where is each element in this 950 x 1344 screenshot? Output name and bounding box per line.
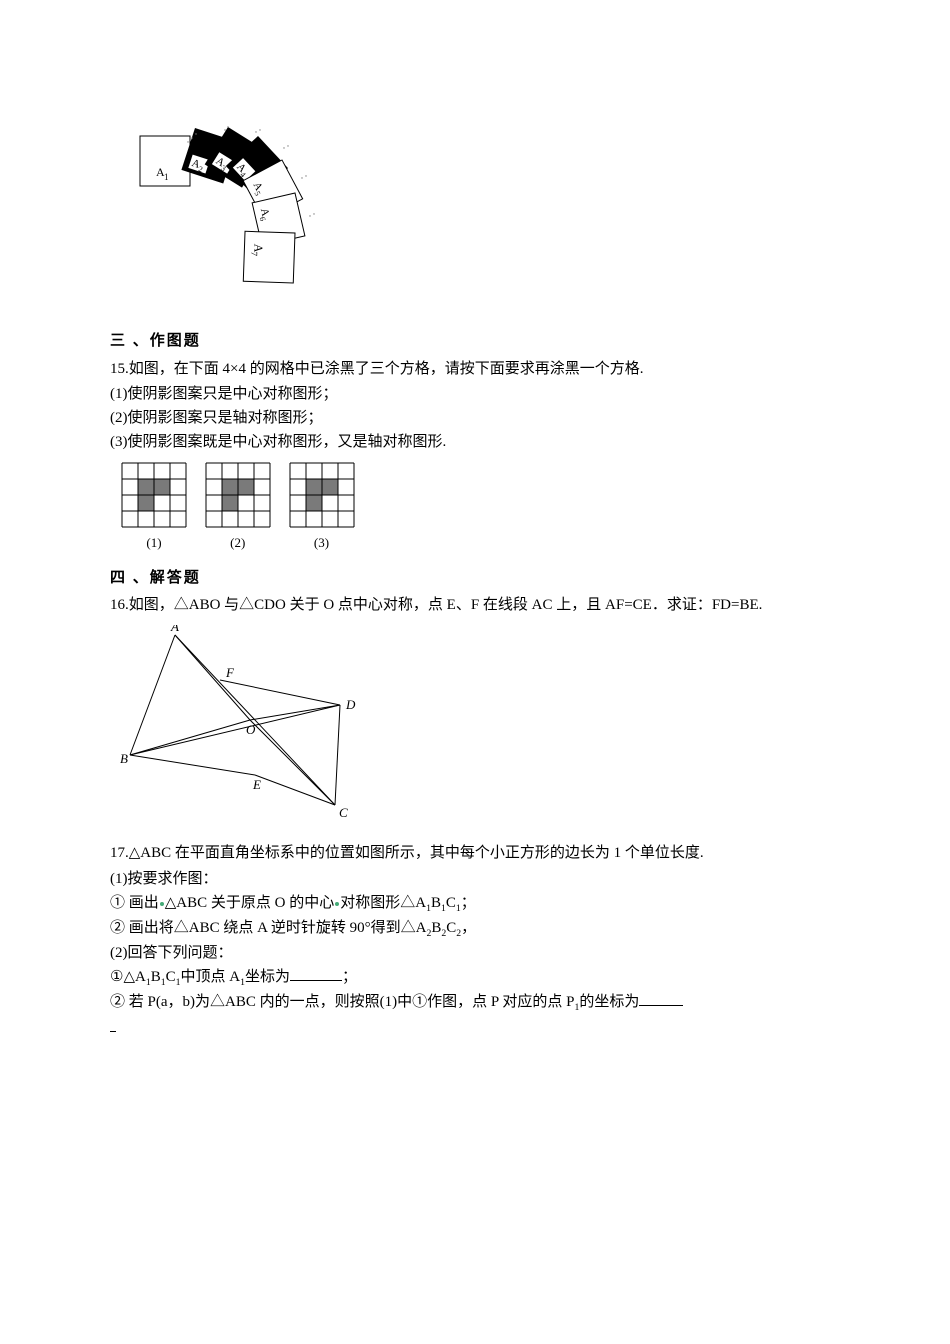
problem-17-q2: ② 若 P(a，b)为△ABC 内的一点，则按照(1)中①作图，点 P 对应的点… [110,991,840,1015]
svg-text:O: O [246,722,256,737]
svg-text:F: F [225,665,235,680]
svg-text:B: B [120,751,128,766]
problem-15-1: (1)使阴影图案只是中心对称图形； [110,383,840,406]
problem-15-3: (3)使阴影图案既是中心对称图形，又是轴对称图形. [110,431,840,454]
svg-text:1: 1 [164,172,169,182]
problem-15: 15.如图，在下面 4×4 的网格中已涂黑了三个方格，请按下面要求再涂黑一个方格… [110,358,840,381]
problem-17-req: (1)按要求作图： [110,868,840,891]
problem-17-1: ① 画出△ABC 关于原点 O 的中心对称图形△A1B1C1； [110,892,840,916]
section-4-title: 四 、解答题 [110,567,840,590]
section-3-title: 三 、作图题 [110,330,840,353]
problem-15-2: (2)使阴影图案只是轴对称图形； [110,407,840,430]
svg-text:E: E [252,777,261,792]
figure-three-grids: (1) (2) (3) [120,461,840,553]
problem-17-intro: 17.△ABC 在平面直角坐标系中的位置如图所示，其中每个小正方形的边长为 1 … [110,842,840,865]
grid-1: (1) [120,461,188,553]
problem-16: 16.如图，△ABO 与△CDO 关于 O 点中心对称，点 E、F 在线段 AC… [110,594,840,617]
grid-2: (2) [204,461,272,553]
figure-p16: A F D O B E C [120,625,840,828]
trailing-dot [110,1017,840,1040]
problem-17-2: ② 画出将△ABC 绕点 A 逆时针旋转 90°得到△A2B2C2， [110,917,840,941]
svg-text:D: D [345,697,356,712]
svg-text:C: C [339,805,348,820]
problem-17-q: (2)回答下列问题： [110,942,840,965]
svg-text:7: 7 [249,251,259,256]
blank-2 [639,992,683,1007]
figure-rotating-squares: A1 A2 A3 A4 A5 A6 [120,98,840,316]
svg-text:A: A [170,625,179,634]
grid-3: (3) [288,461,356,553]
blank-1 [290,967,342,982]
problem-17-q1: ①△A1B1C1中顶点 A1坐标为； [110,966,840,990]
